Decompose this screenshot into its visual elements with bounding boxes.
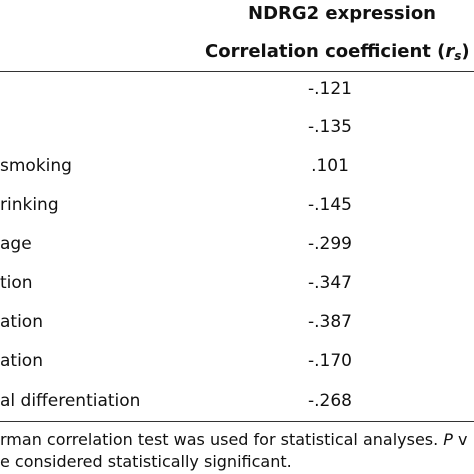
- row-label: age: [0, 234, 32, 254]
- row-value: -.347: [308, 273, 352, 293]
- column-header-text: Correlation coefficient (: [205, 41, 446, 62]
- column-header-close: ): [461, 41, 470, 62]
- row-value: -.387: [308, 312, 352, 332]
- table-row: -.135: [0, 115, 474, 145]
- row-label: ation: [0, 312, 43, 332]
- footer-rule: [0, 421, 474, 422]
- row-label: tion: [0, 273, 33, 293]
- table-row: ation -.170: [0, 349, 474, 379]
- table-row: smoking .101: [0, 154, 474, 184]
- row-value: -.299: [308, 234, 352, 254]
- table-row: al differentiation -.268: [0, 389, 474, 419]
- row-value: -.145: [308, 195, 352, 215]
- header-rule: [0, 71, 474, 72]
- table-row: ation -.387: [0, 310, 474, 340]
- row-value: -.268: [308, 391, 352, 411]
- footnote-line-1: rman correlation test was used for stati…: [0, 430, 468, 450]
- column-header-subscript: s: [454, 49, 462, 63]
- table-row: tion -.347: [0, 271, 474, 301]
- column-header: Correlation coefficient (rs): [205, 41, 470, 67]
- footnote-text: rman correlation test was used for stati…: [0, 430, 444, 449]
- row-label: ation: [0, 351, 43, 371]
- row-value: -.121: [308, 79, 352, 99]
- row-value: -.170: [308, 351, 352, 371]
- group-header: NDRG2 expression: [248, 3, 436, 24]
- footnote-line-2: e considered statistically significant.: [0, 452, 292, 471]
- table-row: -.121: [0, 77, 474, 107]
- footnote-p-symbol: P: [443, 430, 453, 449]
- row-value: -.135: [308, 117, 352, 137]
- row-value: .101: [311, 156, 349, 176]
- row-label: rinking: [0, 195, 59, 215]
- column-header-symbol: r: [445, 41, 455, 62]
- footnote-tail: v: [452, 430, 468, 449]
- row-label: smoking: [0, 156, 72, 176]
- table-row: rinking -.145: [0, 193, 474, 223]
- table-row: age -.299: [0, 232, 474, 262]
- row-label: al differentiation: [0, 391, 141, 411]
